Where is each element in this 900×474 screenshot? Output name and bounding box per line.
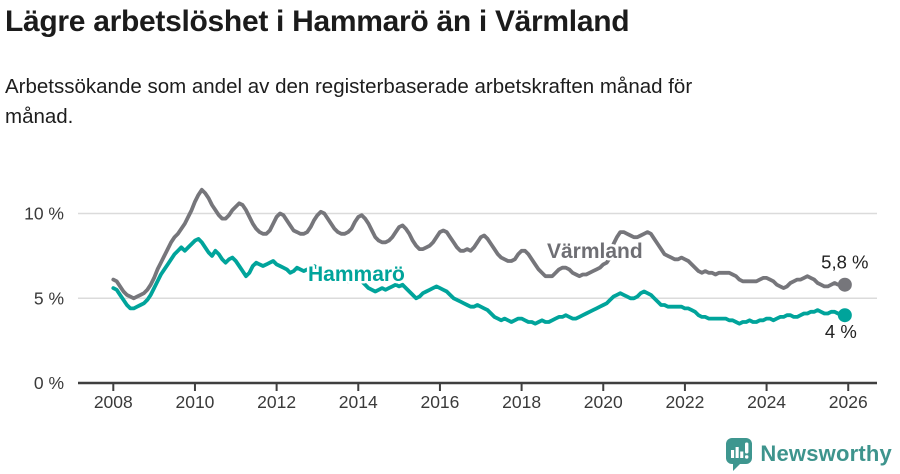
x-axis-tick-label: 2020 <box>584 392 623 412</box>
x-axis-tick-label: 2018 <box>502 392 541 412</box>
varmland-series-label: Värmland <box>547 240 643 263</box>
x-axis-tick-label: 2022 <box>665 392 704 412</box>
newsworthy-icon <box>726 438 753 471</box>
varmland-end-dot <box>837 277 852 292</box>
x-axis-tick-label: 2024 <box>747 392 786 412</box>
chart-subtitle-line-1: Arbetssökande som andel av den registerb… <box>5 75 693 98</box>
x-axis-tick-label: 2012 <box>257 392 296 412</box>
varmland-end-value-label: 5,8 % <box>821 252 868 273</box>
x-axis-tick-label: 2014 <box>339 392 378 412</box>
hammaro-series-label: Hammarö <box>308 263 405 286</box>
x-axis-tick-label: 2010 <box>175 392 214 412</box>
hammaro-end-dot <box>837 308 852 323</box>
y-axis-tick-label: 5 % <box>34 288 64 308</box>
chart-subtitle: Arbetssökande som andel av den registerb… <box>5 72 692 132</box>
x-axis-tick-label: 2016 <box>420 392 459 412</box>
hammaro-end-value-label: 4 % <box>825 321 857 342</box>
x-axis-tick-label: 2008 <box>94 392 133 412</box>
newsworthy-logo: Newsworthy <box>725 437 892 471</box>
y-axis-tick-label: 10 % <box>24 204 64 224</box>
y-axis-tick-label: 0 % <box>34 373 64 393</box>
chart-subtitle-line-2: månad. <box>5 105 74 128</box>
hammaro-line <box>111 236 847 326</box>
newsworthy-wordmark: Newsworthy <box>760 441 892 466</box>
chart-title: Lägre arbetslöshet i Hammarö än i Värmla… <box>5 5 630 38</box>
x-axis-tick-label: 2026 <box>829 392 868 412</box>
varmland-line <box>111 187 847 301</box>
